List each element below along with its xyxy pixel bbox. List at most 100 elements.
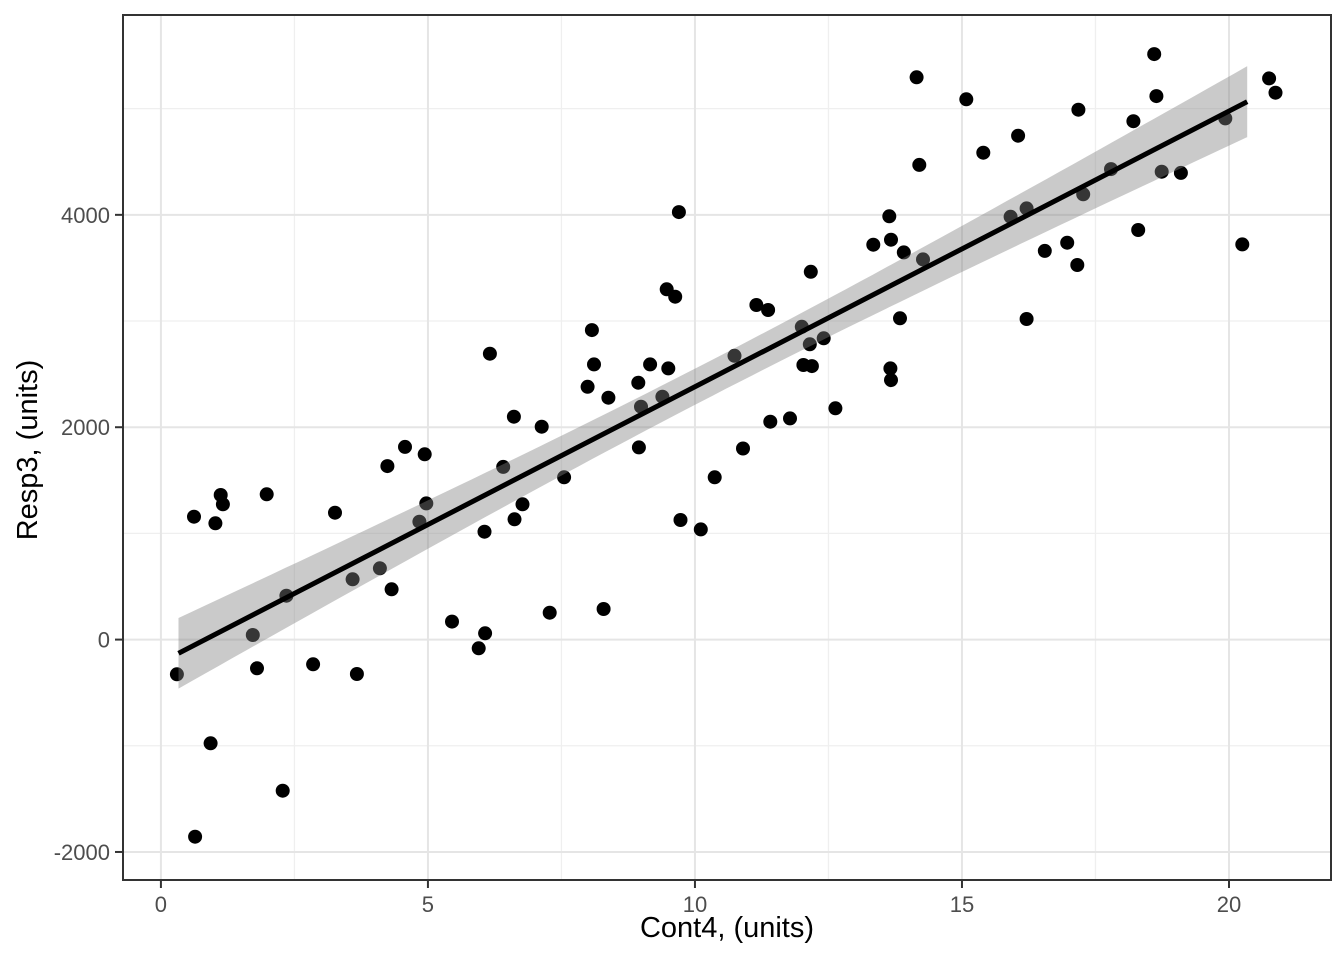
data-point — [445, 614, 459, 629]
data-point — [1071, 102, 1086, 117]
data-point — [1126, 114, 1141, 129]
data-point — [1070, 258, 1085, 272]
data-point — [542, 605, 557, 620]
data-point — [477, 524, 492, 539]
data-point — [507, 512, 522, 527]
data-point — [1268, 85, 1283, 100]
x-tick-label: 20 — [1217, 892, 1241, 917]
data-point — [380, 459, 395, 474]
data-point — [1147, 47, 1162, 62]
x-tick-label: 0 — [155, 892, 167, 917]
y-tick-label: 4000 — [61, 203, 110, 228]
data-point — [883, 361, 898, 376]
x-axis-title: Cont4, (units) — [639, 912, 815, 944]
y-tick-label: 0 — [98, 628, 110, 653]
data-point — [631, 375, 646, 390]
data-point — [372, 561, 387, 576]
data-point — [1060, 235, 1075, 250]
data-point — [643, 357, 658, 372]
data-point — [1037, 243, 1052, 258]
data-point — [727, 348, 742, 363]
data-point — [1019, 312, 1034, 326]
data-point — [417, 447, 432, 462]
data-point — [912, 157, 927, 172]
data-point — [668, 289, 683, 304]
data-point — [1131, 223, 1146, 237]
data-point — [496, 459, 511, 474]
data-point — [707, 470, 722, 485]
data-point — [1149, 89, 1164, 104]
panel-border — [122, 14, 1332, 881]
data-point — [482, 346, 497, 361]
data-point — [783, 411, 797, 426]
data-point — [478, 626, 493, 641]
data-point — [884, 373, 898, 388]
data-point — [896, 245, 911, 260]
data-point — [384, 582, 399, 597]
data-point — [419, 496, 434, 511]
data-point — [208, 516, 223, 531]
y-tick-label: -2000 — [54, 840, 110, 865]
x-tick-labels: 0 5 10 15 20 — [155, 892, 1241, 917]
y-axis-title: Resp3, (units) — [12, 359, 44, 541]
data-point — [804, 359, 819, 374]
data-point — [1154, 164, 1169, 179]
data-point — [557, 470, 572, 485]
data-point — [345, 572, 360, 587]
data-point — [802, 337, 817, 352]
regression-line — [177, 99, 1249, 656]
data-point — [471, 641, 486, 656]
x-tick-label: 15 — [950, 892, 974, 917]
data-point — [916, 252, 930, 267]
data-point — [661, 361, 676, 376]
data-point — [601, 390, 616, 405]
data-point — [763, 414, 778, 429]
x-tick-label: 5 — [422, 892, 434, 917]
x-tick-label: 10 — [683, 892, 707, 917]
data-point — [515, 497, 530, 512]
data-point — [306, 657, 321, 672]
data-point — [749, 298, 764, 312]
data-point — [736, 441, 750, 456]
data-point — [1235, 237, 1250, 252]
data-point — [580, 379, 595, 394]
data-point — [631, 440, 646, 455]
points-layer — [169, 47, 1283, 844]
data-point — [328, 505, 342, 520]
data-point — [816, 331, 831, 346]
data-point — [215, 497, 230, 512]
data-point — [976, 145, 991, 160]
data-point — [188, 829, 203, 844]
data-point — [259, 487, 274, 502]
data-point — [169, 667, 184, 682]
data-point — [1173, 165, 1188, 180]
y-tick-label: 2000 — [61, 415, 110, 440]
data-point — [1262, 71, 1277, 86]
data-point — [398, 439, 412, 454]
grid-minor — [123, 15, 1331, 880]
data-point — [673, 513, 688, 527]
data-point — [534, 419, 549, 434]
data-point — [828, 401, 843, 416]
y-tick-labels: -2000 0 2000 4000 — [54, 203, 110, 865]
axis-ticks — [115, 213, 1230, 888]
data-point — [187, 509, 201, 524]
data-point — [245, 628, 260, 642]
data-point — [596, 602, 611, 616]
data-point — [959, 92, 974, 107]
data-point — [866, 237, 881, 252]
data-point — [203, 736, 218, 751]
data-point — [884, 232, 898, 247]
data-point — [349, 667, 364, 681]
data-point — [893, 311, 907, 326]
data-point — [671, 205, 686, 220]
grid-major — [123, 15, 1331, 880]
data-point — [506, 409, 521, 424]
data-point — [803, 264, 818, 279]
data-point — [882, 209, 897, 224]
data-point — [1011, 128, 1026, 143]
data-point — [693, 522, 708, 537]
data-point — [275, 783, 290, 798]
